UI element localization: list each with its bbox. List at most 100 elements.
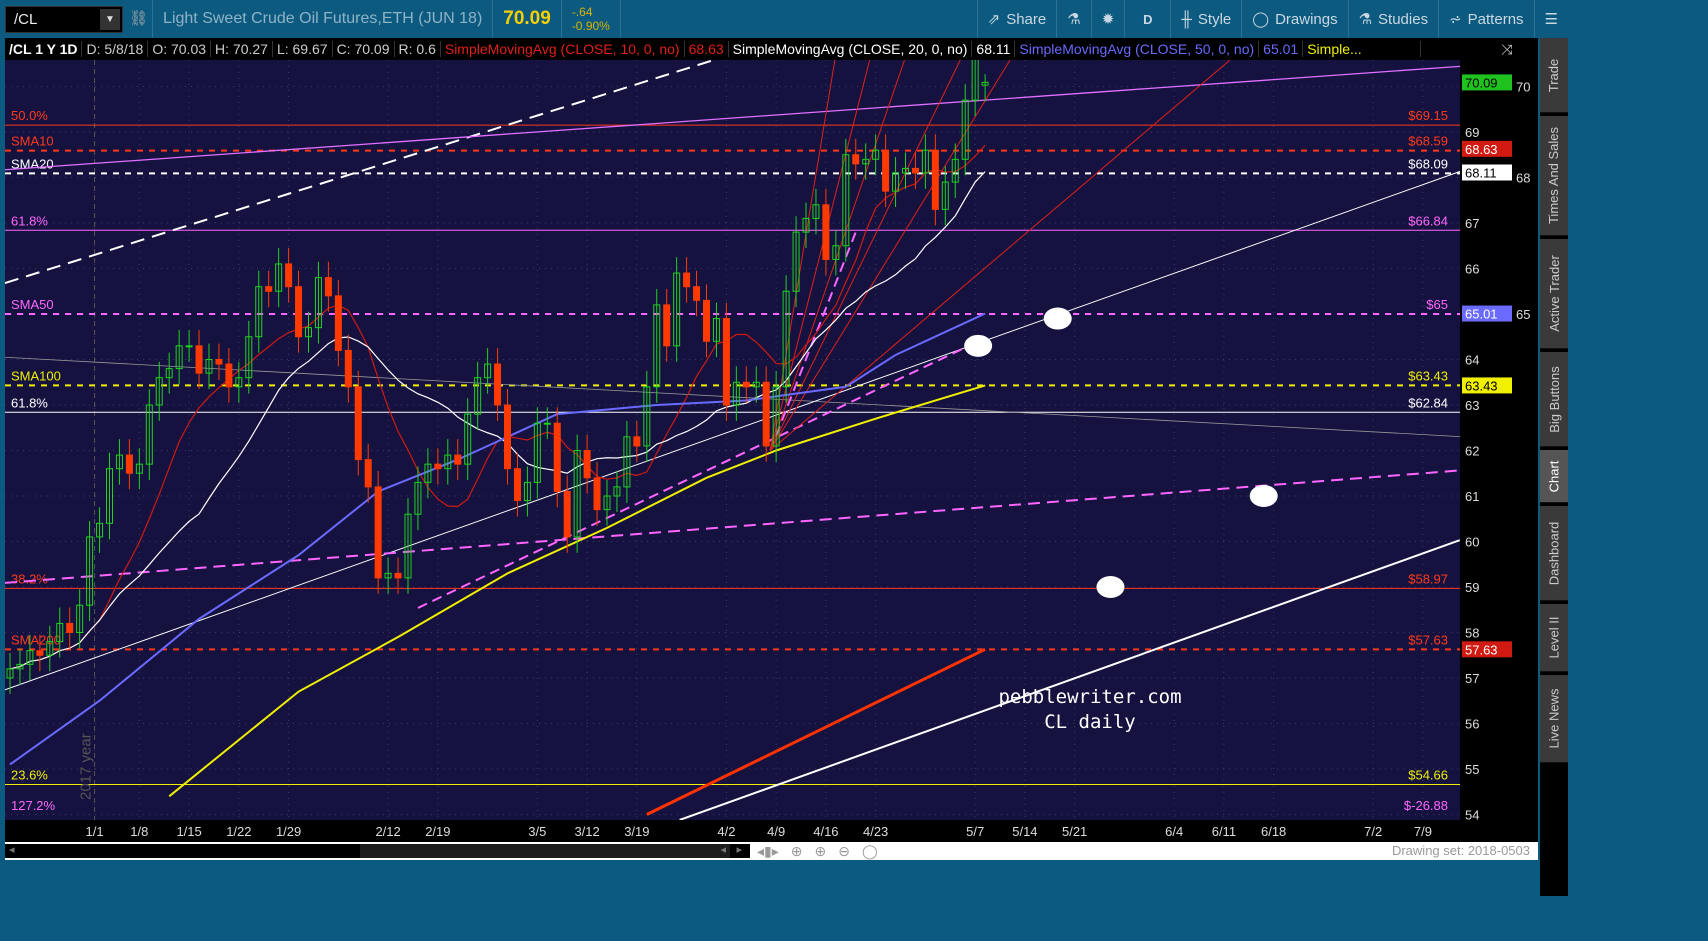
chevron-down-icon[interactable]: ▼ <box>100 9 120 30</box>
sidebar-tab-trade[interactable]: Trade <box>1540 38 1568 113</box>
candle-body <box>902 167 909 174</box>
candle <box>533 407 541 499</box>
candle-body <box>444 454 452 470</box>
candle <box>543 407 551 440</box>
drawing-circle-icon[interactable]: ◯ <box>861 842 878 859</box>
flask-icon: ⚗ <box>1358 11 1373 28</box>
pan-icon[interactable]: ◂▮▸ <box>757 842 779 859</box>
candle-body <box>931 149 939 210</box>
sidebar-tab-times-and-sales[interactable]: Times And Sales <box>1540 116 1568 236</box>
candle <box>653 288 661 403</box>
level-right-label: $63.43 <box>1408 368 1448 383</box>
candle <box>852 138 860 180</box>
candle <box>414 466 422 531</box>
sidebar-tab-chart[interactable]: Chart <box>1540 450 1568 503</box>
y-tick-label: 61 <box>1465 489 1479 504</box>
candle <box>66 607 74 649</box>
candle-body <box>195 345 203 374</box>
candle-body <box>374 486 382 579</box>
style-button[interactable]: ╫ Style <box>1170 0 1241 38</box>
candle <box>603 480 611 526</box>
level-left-label: 61.8% <box>11 395 48 410</box>
level-left-label: 23.6% <box>11 767 48 782</box>
candle <box>623 420 631 503</box>
sidebar-tab-big-buttons[interactable]: Big Buttons <box>1540 352 1568 447</box>
candle <box>802 202 810 249</box>
link-icon[interactable]: ⛓ <box>129 10 149 27</box>
candle <box>125 439 133 490</box>
drawing-marker <box>1043 307 1072 330</box>
level-left-label: 61.8% <box>11 213 48 228</box>
candle-body <box>732 381 740 406</box>
candle-body <box>523 481 531 502</box>
sma100-study[interactable]: Simple... <box>1303 41 1422 57</box>
horizontal-scrollbar[interactable]: ◂ ◂ ▸ <box>5 844 750 858</box>
sma20-study[interactable]: SimpleMovingAvg (CLOSE, 20, 0, no) <box>729 41 973 57</box>
percent-change: -0.90% <box>571 19 610 33</box>
candle <box>56 607 64 658</box>
price-chart[interactable]: 50.0% $69.15 SMA10 $68.59 SMA20 $68.09 61.8% $6… <box>5 34 1538 842</box>
zoom-in-icon[interactable]: ⊕ <box>814 842 827 859</box>
candle-body <box>165 368 173 379</box>
candle <box>921 134 929 189</box>
flask-icon: ⚗ <box>1067 11 1081 28</box>
x-tick-label: 5/14 <box>1012 824 1037 839</box>
share-icon: ⇗ <box>987 11 1001 28</box>
share-button[interactable]: ⇗ Share <box>976 0 1057 38</box>
symbol-selector[interactable]: /CL ▼ <box>5 6 123 33</box>
gear-icon: ✹ <box>1101 11 1115 28</box>
sidebar-tab-level-ii[interactable]: Level II <box>1540 604 1568 672</box>
sidebar-tab-live-news[interactable]: Live News <box>1540 675 1568 763</box>
x-tick-label: 1/15 <box>176 824 201 839</box>
candle-body <box>693 286 701 301</box>
candle-body <box>494 363 502 406</box>
sidebar-tab-label: Times And Sales <box>1546 126 1562 225</box>
scroll-right-icon[interactable]: ▸ <box>736 844 742 856</box>
candle <box>981 74 989 102</box>
y-tick-label: 57 <box>1465 671 1479 686</box>
drawings-button[interactable]: ◯ Drawings <box>1241 0 1347 38</box>
trendline <box>5 60 714 285</box>
sma10-study[interactable]: SimpleMovingAvg (CLOSE, 10, 0, no) <box>441 41 685 57</box>
price-tag: 65.01 <box>1465 307 1498 322</box>
candle-icon: ╫ <box>1181 10 1192 28</box>
candle-body <box>742 381 750 388</box>
drawing-set-label[interactable]: Drawing set: 2018-0503 <box>1391 843 1530 858</box>
price-tag-bg <box>1462 140 1512 157</box>
sidebar-tab-dashboard[interactable]: Dashboard <box>1540 506 1568 601</box>
level-left-label: SMA200 <box>11 632 61 647</box>
aggregation-button[interactable]: D <box>1124 0 1170 38</box>
price-tag: 68.63 <box>1465 142 1498 157</box>
crosshair-icon[interactable]: ⊕ <box>790 842 803 859</box>
flask-button[interactable]: ⚗ <box>1056 0 1090 38</box>
bar-open: O: 70.03 <box>148 41 212 57</box>
scroll-left-icon-2[interactable]: ◂ <box>720 844 726 856</box>
candle <box>573 434 581 553</box>
candle-body <box>115 454 123 470</box>
candle-body <box>36 650 44 656</box>
sma50-study[interactable]: SimpleMovingAvg (CLOSE, 50, 0, no) <box>1015 41 1260 57</box>
level-right-label: $54.66 <box>1408 767 1448 782</box>
patterns-button[interactable]: ⩫ Patterns <box>1438 0 1533 38</box>
candle <box>842 138 850 262</box>
candle <box>26 634 34 681</box>
bar-date: D: 5/8/18 <box>82 41 149 57</box>
scroll-left-icon[interactable]: ◂ <box>9 844 15 856</box>
settings-button[interactable]: ✹ <box>1090 0 1125 38</box>
candle-body <box>474 377 482 415</box>
candle <box>593 461 601 526</box>
menu-button[interactable]: ☰ <box>1533 0 1568 38</box>
candle <box>275 248 283 308</box>
candle-body <box>543 422 551 425</box>
collapse-icon[interactable]: ⤨ <box>1501 40 1513 57</box>
candle <box>205 343 213 390</box>
circle-icon: ◯ <box>1252 11 1270 28</box>
sidebar-tab-active-trader[interactable]: Active Trader <box>1540 239 1568 349</box>
candle-body <box>862 158 870 165</box>
scrollbar-thumb[interactable] <box>360 844 730 858</box>
studies-button[interactable]: ⚗ Studies <box>1347 0 1439 38</box>
zoom-out-icon[interactable]: ⊖ <box>838 842 850 859</box>
candle-body <box>364 459 372 488</box>
